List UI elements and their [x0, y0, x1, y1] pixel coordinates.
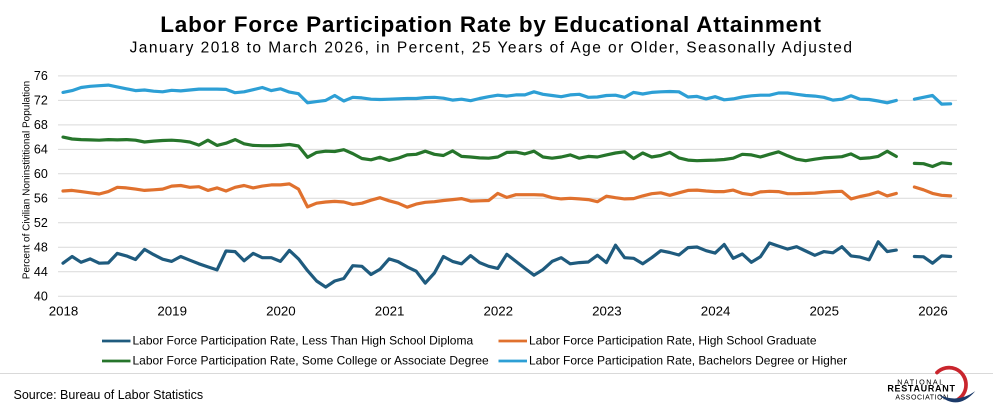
- svg-text:Percent of Civilian Noninstiti: Percent of Civilian Noninstititional Pop…: [22, 81, 33, 279]
- svg-text:2020: 2020: [266, 304, 296, 319]
- svg-text:64: 64: [34, 143, 48, 157]
- svg-text:2019: 2019: [157, 304, 187, 319]
- svg-text:Labor Force Participation Rate: Labor Force Participation Rate, Some Col…: [133, 353, 490, 367]
- svg-text:2024: 2024: [701, 304, 731, 319]
- svg-text:2023: 2023: [592, 304, 622, 319]
- svg-text:56: 56: [34, 192, 48, 206]
- svg-text:ASSOCIATION: ASSOCIATION: [895, 395, 948, 402]
- svg-text:2021: 2021: [375, 304, 405, 319]
- svg-text:Labor Force Participation Rate: Labor Force Participation Rate by Educat…: [160, 12, 822, 37]
- svg-text:44: 44: [34, 265, 48, 279]
- svg-text:76: 76: [34, 69, 48, 83]
- svg-text:48: 48: [34, 241, 48, 255]
- svg-text:RESTAURANT: RESTAURANT: [887, 384, 955, 394]
- svg-text:Labor Force Participation Rate: Labor Force Participation Rate, Less Tha…: [133, 333, 474, 347]
- svg-text:60: 60: [34, 167, 48, 181]
- svg-text:68: 68: [34, 118, 48, 132]
- svg-text:72: 72: [34, 94, 48, 108]
- svg-text:2026: 2026: [918, 304, 948, 319]
- svg-text:Source: Bureau of Labor Statis: Source: Bureau of Labor Statistics: [14, 388, 204, 402]
- svg-text:52: 52: [34, 216, 48, 230]
- svg-text:NATIONAL: NATIONAL: [897, 377, 944, 386]
- svg-text:40: 40: [34, 290, 48, 304]
- svg-text:Labor Force Participation Rate: Labor Force Participation Rate, High Sch…: [529, 333, 817, 347]
- svg-text:2022: 2022: [484, 304, 514, 319]
- svg-text:2025: 2025: [810, 304, 840, 319]
- svg-text:January 2018 to March 2026, in: January 2018 to March 2026, in Percent, …: [130, 40, 854, 57]
- svg-text:Labor Force Participation Rate: Labor Force Participation Rate, Bachelor…: [529, 353, 847, 367]
- svg-text:2018: 2018: [49, 304, 79, 319]
